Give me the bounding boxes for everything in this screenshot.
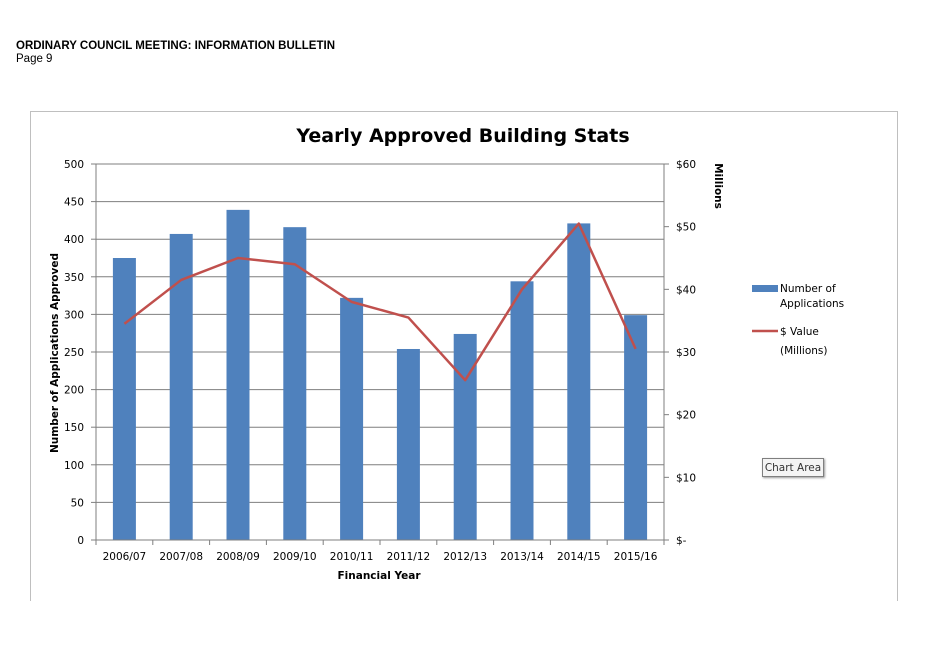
y-tick-label: 350 bbox=[64, 272, 84, 284]
line-series bbox=[123, 222, 637, 382]
series-line bbox=[123, 222, 637, 382]
y-tick-label: 200 bbox=[64, 385, 84, 397]
bar bbox=[624, 315, 648, 540]
x-tick-label: 2015/16 bbox=[614, 551, 658, 563]
y-tick-label: 50 bbox=[71, 497, 84, 509]
y2-tick-label: $30 bbox=[676, 347, 696, 359]
x-tick-label: 2009/10 bbox=[273, 551, 317, 563]
legend-swatch-bar bbox=[752, 285, 778, 292]
bar bbox=[567, 223, 591, 540]
y-tick-label: 150 bbox=[64, 422, 84, 434]
y2-axis-label: Millions bbox=[712, 163, 724, 209]
y-tick-label: 300 bbox=[64, 309, 84, 321]
bar-series bbox=[112, 209, 648, 540]
legend-label: Applications bbox=[780, 298, 844, 310]
bar bbox=[169, 233, 193, 540]
x-tick-label: 2013/14 bbox=[500, 551, 544, 563]
bar bbox=[510, 281, 534, 540]
document-title: ORDINARY COUNCIL MEETING: INFORMATION BU… bbox=[16, 40, 336, 52]
y-tick-label: 450 bbox=[64, 197, 84, 209]
x-tick-label: 2008/09 bbox=[216, 551, 260, 563]
x-tick-label: 2010/11 bbox=[330, 551, 374, 563]
legend: Number of Applications $ Value (Millions) bbox=[752, 283, 844, 357]
page-number: Page 9 bbox=[16, 53, 53, 65]
x-axis-label: Financial Year bbox=[338, 570, 422, 582]
x-tick-label: 2014/15 bbox=[557, 551, 601, 563]
y2-tick-label: $20 bbox=[676, 410, 696, 422]
y-tick-label: 500 bbox=[64, 159, 84, 171]
legend-label: Number of bbox=[780, 283, 836, 295]
bar bbox=[112, 258, 136, 540]
bar bbox=[396, 348, 420, 540]
y2-tick-label: $- bbox=[676, 535, 687, 547]
chart-title: Yearly Approved Building Stats bbox=[295, 125, 629, 147]
chart-frame[interactable] bbox=[30, 111, 898, 601]
bar bbox=[226, 209, 250, 540]
y-tick-label: 250 bbox=[64, 347, 84, 359]
bar bbox=[340, 297, 364, 540]
y-tick-label: 100 bbox=[64, 460, 84, 472]
x-tick-label: 2006/07 bbox=[103, 551, 147, 563]
x-tick-label: 2012/13 bbox=[443, 551, 487, 563]
chart-area-tooltip: Chart Area bbox=[762, 458, 824, 477]
y-tick-label: 400 bbox=[64, 234, 84, 246]
x-tick-label: 2007/08 bbox=[159, 551, 203, 563]
y2-tick-label: $40 bbox=[676, 284, 696, 296]
document-header: ORDINARY COUNCIL MEETING: INFORMATION BU… bbox=[16, 40, 335, 66]
y2-tick-label: $50 bbox=[676, 222, 696, 234]
legend-label: (Millions) bbox=[780, 345, 827, 357]
y-axis-label: Number of Applications Approved bbox=[49, 253, 61, 453]
axes: 0 50 100 150 200 250 300 350 400 450 500 $- $10 $20 $3… bbox=[64, 159, 696, 563]
y2-tick-label: $60 bbox=[676, 159, 696, 171]
y2-tick-label: $10 bbox=[676, 472, 696, 484]
x-tick-label: 2011/12 bbox=[387, 551, 431, 563]
bar bbox=[283, 227, 307, 540]
bar bbox=[453, 333, 477, 540]
legend-label: $ Value bbox=[780, 326, 819, 338]
y-tick-label: 0 bbox=[77, 535, 84, 547]
